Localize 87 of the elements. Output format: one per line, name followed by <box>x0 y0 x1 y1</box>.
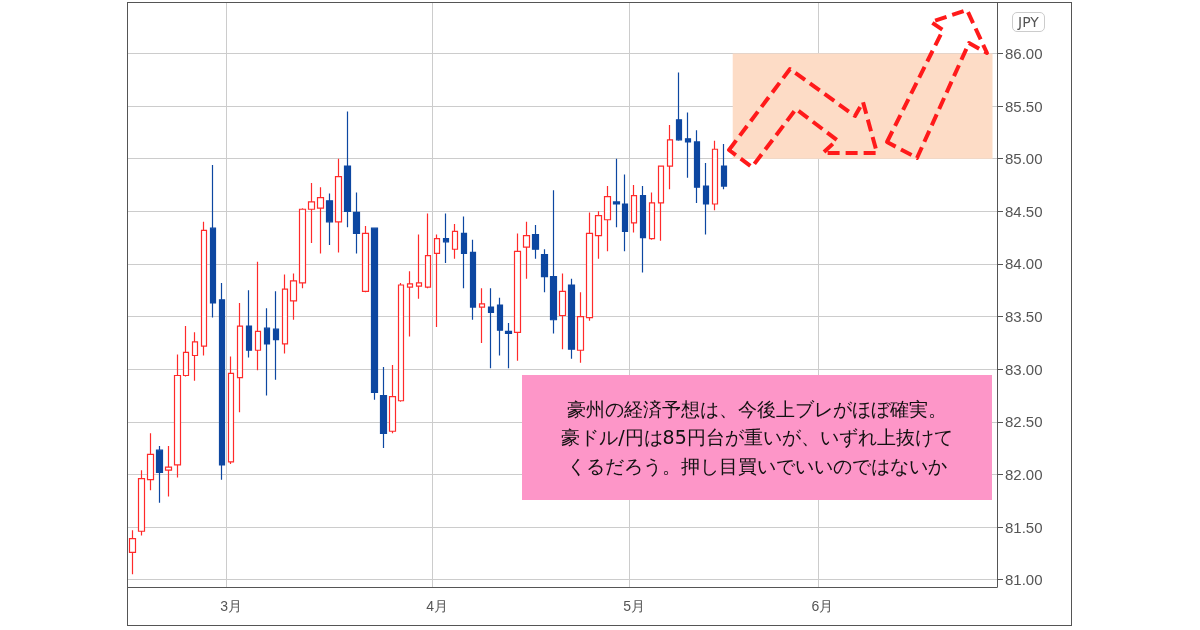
candlestick <box>639 185 647 273</box>
candlestick <box>702 162 710 236</box>
candlestick <box>666 124 674 190</box>
candlestick <box>173 353 182 479</box>
candlestick <box>648 191 656 241</box>
candlestick <box>254 261 262 371</box>
candlestick <box>603 185 612 252</box>
candlestick <box>531 224 540 260</box>
y-tick-label: 81.50 <box>1005 518 1043 536</box>
annotation: くるだろう。押し目買いでいいのではないか <box>567 453 947 479</box>
candlestick <box>576 291 585 364</box>
y-axis-title: JPY <box>1012 12 1045 32</box>
candlestick <box>164 445 173 498</box>
candlestick <box>307 182 316 244</box>
x-tick-label: 5月 <box>623 598 646 614</box>
candlestick <box>352 191 361 255</box>
candlestick <box>200 221 208 357</box>
candlestick <box>245 289 253 359</box>
candlestick <box>388 364 397 434</box>
candlestick <box>513 232 522 362</box>
candlestick <box>406 270 414 338</box>
candlestick <box>558 272 567 350</box>
y-tick-label: 82.00 <box>1005 465 1043 483</box>
y-tick-label: 81.00 <box>1005 571 1043 589</box>
candlestick <box>236 302 244 413</box>
candlestick <box>218 282 226 481</box>
candlestick <box>379 366 388 449</box>
candlestick <box>281 273 289 354</box>
annotation: 豪州の経済予想は、今後上ブレがほぼ確実。 <box>567 396 947 422</box>
x-tick-label: 4月 <box>426 598 448 614</box>
candlestick <box>343 110 352 228</box>
candlestick <box>433 233 441 328</box>
candlestick <box>567 278 576 360</box>
candlestick <box>146 432 155 491</box>
candlestick <box>334 158 343 253</box>
candlestick <box>630 184 638 233</box>
candlestick <box>370 227 379 401</box>
candlestick <box>693 129 701 204</box>
y-tick-label: 84.50 <box>1005 202 1043 220</box>
candlestick <box>594 210 603 260</box>
candlestick <box>540 248 549 293</box>
y-tick-label: 85.50 <box>1005 97 1043 115</box>
candlestick <box>657 165 665 242</box>
y-tick-label: 83.00 <box>1005 360 1043 378</box>
candlestick <box>451 223 459 260</box>
candlestick <box>487 287 495 369</box>
candlestick <box>263 307 271 397</box>
candlestick <box>720 143 728 190</box>
candlestick <box>684 111 692 179</box>
candlestick <box>155 445 164 504</box>
candlestick <box>272 290 280 381</box>
candlestick <box>522 221 531 280</box>
candlestick <box>621 173 629 252</box>
x-tick-label: 6月 <box>811 598 834 614</box>
callout-box: 豪州の経済予想は、今後上ブレがほぼ確実。 豪ドル/円は85円台が重いが、いずれ上抜けて くるだろう。押し目買いでいいのではないか <box>522 375 992 500</box>
candlestick <box>585 211 594 322</box>
candlestick <box>442 212 450 264</box>
y-tick-label: 82.50 <box>1005 413 1043 431</box>
y-tick-label: 86.00 <box>1005 45 1043 63</box>
candlestick <box>298 207 307 289</box>
candlestick <box>415 233 423 300</box>
y-tick-label: 85.00 <box>1005 150 1043 168</box>
candlestick <box>460 216 468 289</box>
candlestick <box>612 158 621 228</box>
candlestick <box>289 272 298 321</box>
candlestick <box>504 322 513 369</box>
y-tick-label: 83.50 <box>1005 308 1043 326</box>
candlestick <box>191 331 199 382</box>
candlestick <box>227 355 235 465</box>
candlestick <box>478 287 486 344</box>
x-tick-label: 3月 <box>220 598 242 614</box>
annotation: 豪ドル/円は85円台が重いが、いずれ上抜けて <box>561 425 953 451</box>
candlestick <box>209 164 217 319</box>
candlestick <box>137 469 146 537</box>
candlestick <box>424 212 432 289</box>
candlestick <box>675 71 683 142</box>
candlestick <box>316 186 325 255</box>
candlestick <box>469 239 477 321</box>
candlestick <box>325 192 334 246</box>
candlestick <box>549 189 558 335</box>
candlestick <box>182 325 190 378</box>
candlestick <box>361 225 370 293</box>
candlestick <box>397 282 405 403</box>
candlestick <box>711 140 719 211</box>
candlestick <box>128 529 137 575</box>
y-tick-label: 84.00 <box>1005 255 1043 273</box>
candlestick <box>496 297 504 357</box>
